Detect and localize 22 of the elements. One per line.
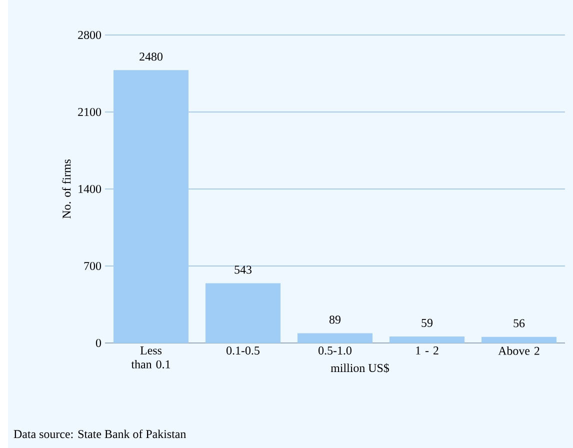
y-tick-label: 2100 [78, 108, 102, 116]
data-label: 89 [329, 316, 340, 324]
y-tick-label: 0 [96, 338, 102, 348]
data-label: 543 [234, 266, 252, 274]
data-label: 2480 [140, 52, 162, 61]
data-label: 59 [422, 318, 432, 327]
y-axis-title: No. of firms [62, 160, 71, 219]
x-tick-label: 0.5-1.0 [318, 346, 352, 355]
bar [482, 336, 557, 343]
y-tick-label: 1400 [78, 184, 102, 194]
x-tick-label: 0.1-0.5 [226, 346, 260, 355]
x-axis-title: million US$ [330, 363, 390, 373]
x-tick-label: 1 - 2 [416, 346, 438, 354]
bar [390, 336, 465, 343]
y-tick-label: 2800 [78, 30, 102, 40]
x-tick-label: Above 2 [498, 346, 540, 355]
bar [206, 283, 281, 343]
data-label: 56 [514, 319, 525, 328]
y-tick-label: 700 [84, 262, 102, 270]
x-tick-label: Less than 0.1 [131, 346, 170, 368]
bar [298, 333, 373, 343]
source-note: Data source: State Bank of Pakistan [14, 430, 186, 438]
